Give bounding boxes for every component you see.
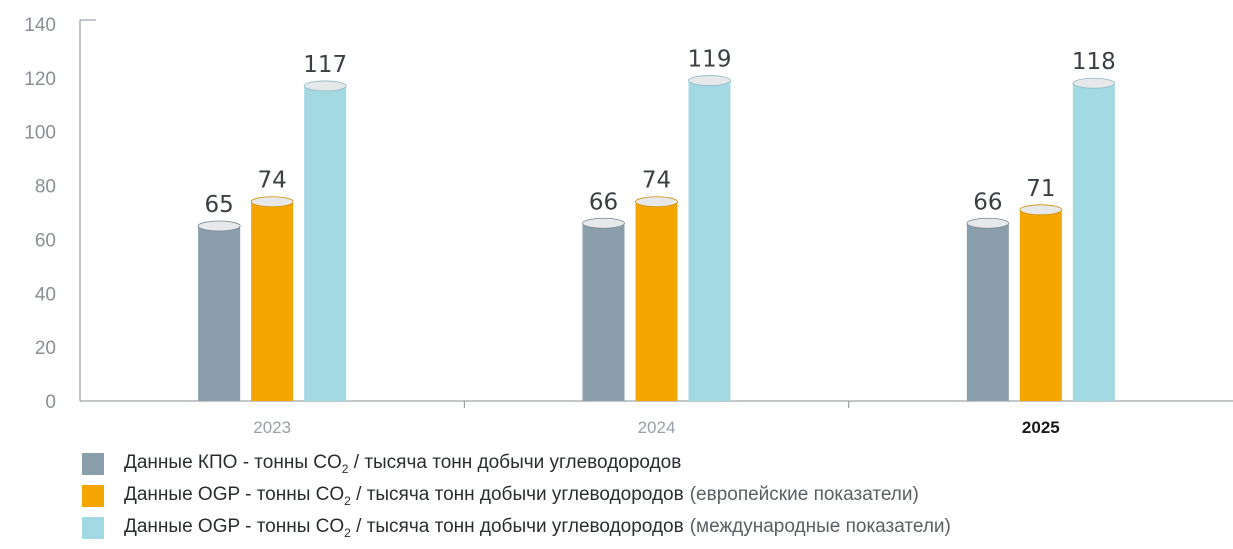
bar-value-label: 74 (642, 168, 671, 194)
bar-value-label: 65 (205, 192, 234, 218)
legend: Данные КПО - тонны CO2 / тысяча тонн доб… (82, 448, 951, 544)
bar (966, 223, 1009, 401)
x-category-label: 2024 (638, 418, 676, 437)
bar-cap (197, 220, 241, 232)
bar-cap (582, 217, 625, 229)
bar (582, 223, 625, 401)
bar (1019, 209, 1062, 401)
bar (688, 80, 731, 402)
bar-cap (635, 196, 678, 208)
bar-chart: 0 20 40 60 80 100 120 140 2023 65 74 117 2024 66 74 119… (24, 15, 1233, 437)
bar-value-label: 119 (688, 47, 732, 73)
bar-value-label: 117 (303, 52, 347, 78)
legend-swatch-ogp-international (82, 517, 104, 539)
legend-label-ogp-europe: Данные OGP - тонны CO2 / тысяча тонн доб… (124, 484, 919, 508)
legend-item-ogp-international: Данные OGP - тонны CO2 / тысяча тонн доб… (82, 512, 951, 544)
y-tick-label: 140 (24, 15, 56, 36)
bar-value-label: 74 (258, 168, 287, 194)
y-tick-label: 80 (35, 177, 56, 198)
bar (304, 85, 347, 401)
bar-cap (303, 80, 347, 92)
y-tick-label: 0 (45, 392, 56, 413)
bar-cap (250, 196, 294, 208)
bar-value-label: 118 (1072, 49, 1116, 75)
y-tick-label: 20 (35, 338, 56, 359)
bar-cap (1019, 204, 1063, 216)
legend-item-kpo: Данные КПО - тонны CO2 / тысяча тонн доб… (82, 448, 951, 480)
bar-cap (966, 217, 1010, 229)
bar-value-label: 66 (589, 189, 618, 215)
x-category-label: 2025 (1022, 418, 1060, 437)
y-tick-label: 100 (24, 123, 56, 144)
legend-item-ogp-europe: Данные OGP - тонны CO2 / тысяча тонн доб… (82, 480, 951, 512)
bar-value-label: 71 (1026, 176, 1055, 202)
legend-swatch-ogp-europe (82, 485, 104, 507)
y-tick-label: 60 (35, 230, 56, 251)
bar (1072, 83, 1115, 401)
y-tick-label: 120 (24, 69, 56, 90)
y-tick-label: 40 (35, 284, 56, 305)
bar-cap (688, 75, 731, 86)
bar (251, 201, 294, 401)
legend-label-ogp-international: Данные OGP - тонны CO2 / тысяча тонн доб… (124, 516, 951, 540)
bar-value-label: 66 (973, 189, 1002, 215)
legend-label-kpo: Данные КПО - тонны CO2 / тысяча тонн доб… (124, 452, 682, 476)
bar (635, 201, 678, 401)
bar-cap (1072, 77, 1116, 89)
bar (198, 225, 241, 401)
legend-swatch-kpo (82, 453, 104, 475)
x-category-label: 2023 (253, 418, 291, 437)
